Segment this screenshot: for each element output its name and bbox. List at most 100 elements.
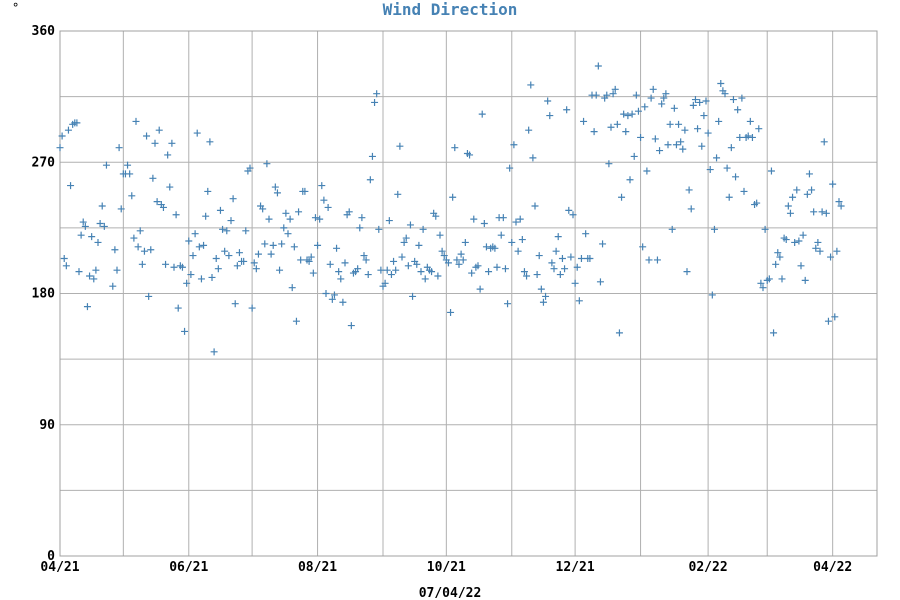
data-point <box>620 110 628 118</box>
data-point <box>482 243 490 251</box>
data-point <box>740 187 748 195</box>
data-point <box>470 215 478 223</box>
data-point <box>394 190 402 198</box>
data-point <box>377 266 385 274</box>
data-point <box>548 259 556 267</box>
data-point <box>628 110 636 118</box>
data-point <box>656 147 664 155</box>
data-point <box>586 255 594 262</box>
data-point <box>149 174 157 182</box>
data-point <box>406 221 414 229</box>
data-point <box>235 249 243 257</box>
x-tick-label: 10/21 <box>427 560 466 575</box>
data-point <box>643 167 651 175</box>
data-point <box>191 230 199 238</box>
data-point <box>200 241 208 249</box>
data-point <box>508 238 516 246</box>
data-point <box>550 265 558 273</box>
scatter-points <box>56 62 845 356</box>
data-point <box>88 233 96 241</box>
y-axis-ticks: 0 90 180 270 360 <box>32 24 56 564</box>
data-point <box>649 85 657 93</box>
data-point <box>58 132 66 140</box>
data-point <box>162 260 170 268</box>
data-point <box>117 205 125 213</box>
data-point <box>333 244 341 252</box>
data-point <box>328 295 336 303</box>
data-point <box>805 170 813 178</box>
data-point <box>134 243 142 251</box>
data-point <box>738 94 746 102</box>
data-point <box>314 241 322 249</box>
data-point <box>831 313 839 321</box>
data-point <box>694 125 702 133</box>
data-point <box>575 297 583 305</box>
data-point <box>400 238 408 246</box>
data-point <box>221 247 229 255</box>
data-point <box>567 253 575 261</box>
data-point <box>700 112 708 120</box>
data-point <box>634 107 642 115</box>
data-point <box>518 236 526 244</box>
data-point <box>725 193 733 201</box>
data-point <box>360 252 368 260</box>
data-point <box>375 225 383 233</box>
data-point <box>573 263 581 271</box>
data-point <box>143 132 151 140</box>
data-point <box>233 262 241 270</box>
data-point <box>404 262 412 270</box>
data-point <box>278 240 286 248</box>
data-point <box>242 227 250 235</box>
data-point <box>803 190 811 198</box>
data-point <box>276 266 284 274</box>
data-point <box>216 206 224 214</box>
data-point <box>514 247 522 255</box>
y-tick-label: 90 <box>39 418 55 433</box>
data-point <box>250 259 258 267</box>
data-point <box>455 260 463 268</box>
data-point <box>457 250 465 258</box>
chart-title: Wind Direction <box>383 0 518 19</box>
data-point <box>746 117 754 125</box>
data-point <box>580 117 588 125</box>
data-point <box>670 104 678 112</box>
data-point <box>776 253 784 261</box>
data-point <box>421 275 429 283</box>
footer-date-label: 07/04/22 <box>419 586 482 600</box>
data-point <box>662 90 670 98</box>
data-point <box>734 106 742 114</box>
data-point <box>632 91 640 99</box>
data-point <box>516 215 524 223</box>
data-point <box>413 260 421 268</box>
data-point <box>569 211 577 219</box>
data-point <box>552 247 560 255</box>
data-point <box>273 189 281 197</box>
data-point <box>706 166 714 174</box>
data-point <box>73 119 81 127</box>
data-point <box>833 247 841 255</box>
data-point <box>330 291 338 299</box>
data-point <box>90 275 98 283</box>
data-point <box>539 298 547 306</box>
data-point <box>641 103 649 111</box>
data-point <box>214 265 222 273</box>
data-point <box>297 256 305 264</box>
data-point <box>337 275 345 283</box>
data-point <box>263 160 271 168</box>
data-point <box>624 112 632 120</box>
data-point <box>561 265 569 273</box>
data-point <box>618 193 626 201</box>
data-point <box>605 160 613 168</box>
data-point <box>822 209 830 217</box>
data-point <box>178 263 186 271</box>
x-tick-label: 04/22 <box>813 560 852 575</box>
data-point <box>829 180 837 188</box>
data-point <box>504 300 512 308</box>
data-point <box>151 139 159 147</box>
data-point <box>611 85 619 93</box>
data-point <box>187 271 195 279</box>
data-point <box>362 256 370 264</box>
data-point <box>814 238 822 246</box>
data-point <box>449 193 457 201</box>
y-tick-label: 0 <box>47 549 55 564</box>
